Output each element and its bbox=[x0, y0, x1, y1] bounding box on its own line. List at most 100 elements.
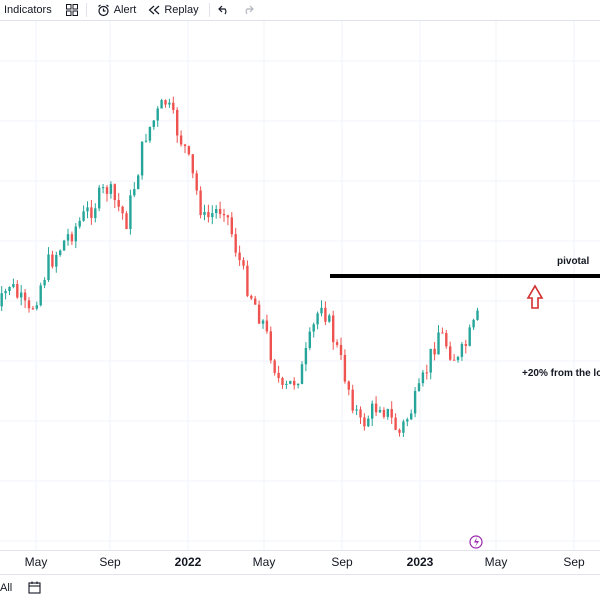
candle-body bbox=[378, 410, 382, 413]
candle bbox=[226, 214, 230, 226]
candle-body bbox=[417, 383, 421, 392]
candle bbox=[421, 369, 425, 387]
candle-body bbox=[0, 293, 3, 307]
candle bbox=[39, 282, 42, 307]
candle-body bbox=[332, 315, 335, 343]
candle bbox=[390, 401, 393, 425]
candle bbox=[433, 342, 436, 361]
candle-body bbox=[125, 213, 128, 230]
candle bbox=[156, 106, 159, 127]
candle bbox=[125, 211, 128, 230]
candle-body bbox=[460, 344, 464, 357]
candle-body bbox=[441, 332, 444, 334]
candle bbox=[394, 413, 397, 431]
candle bbox=[410, 409, 413, 421]
candle-body bbox=[191, 154, 194, 174]
candle bbox=[105, 185, 109, 202]
candle bbox=[343, 349, 347, 384]
candle bbox=[20, 285, 23, 306]
redo-button[interactable] bbox=[236, 0, 260, 20]
candle-body bbox=[226, 215, 230, 218]
candle-body bbox=[316, 313, 319, 325]
candle bbox=[55, 251, 58, 273]
candle-body bbox=[66, 234, 70, 241]
range-all-button[interactable]: All bbox=[0, 582, 13, 594]
candle-body bbox=[62, 240, 66, 251]
candle bbox=[164, 99, 167, 108]
candle bbox=[0, 286, 3, 312]
candle bbox=[476, 307, 479, 321]
redo-icon bbox=[242, 5, 254, 15]
candle bbox=[199, 186, 202, 219]
candle bbox=[230, 212, 233, 238]
candle bbox=[12, 278, 15, 289]
indicators-button[interactable]: Indicators bbox=[0, 0, 58, 20]
candle-body bbox=[312, 324, 315, 332]
candle bbox=[27, 297, 31, 313]
candle bbox=[242, 257, 245, 270]
candle-body bbox=[121, 206, 124, 214]
event-marker[interactable] bbox=[469, 535, 483, 549]
bottom-toolbar: All bbox=[0, 574, 600, 601]
candle bbox=[452, 354, 456, 361]
candle bbox=[300, 361, 304, 385]
candle-body bbox=[160, 100, 163, 109]
candle-body bbox=[86, 207, 89, 212]
candle bbox=[460, 342, 464, 361]
calendar-icon[interactable] bbox=[28, 581, 41, 594]
candlestick-chart[interactable] bbox=[0, 21, 600, 550]
candle-body bbox=[250, 295, 253, 299]
candle bbox=[413, 387, 417, 418]
candle-body bbox=[140, 141, 144, 176]
candle bbox=[335, 339, 339, 348]
candle-body bbox=[371, 403, 374, 419]
candle bbox=[59, 249, 62, 257]
replay-button[interactable]: Replay bbox=[142, 0, 204, 20]
candle-body bbox=[78, 220, 81, 227]
time-axis[interactable]: May Sep 2022 May Sep 2023 May Sep bbox=[0, 550, 600, 575]
candle bbox=[367, 415, 370, 428]
candle-body bbox=[406, 419, 409, 422]
top-toolbar: Indicators Alert R bbox=[0, 0, 600, 21]
candle bbox=[257, 300, 261, 324]
candle-body bbox=[113, 184, 116, 201]
candle bbox=[168, 98, 171, 108]
candle-body bbox=[35, 305, 38, 309]
rewind-icon bbox=[148, 5, 160, 15]
candle bbox=[117, 193, 120, 212]
price-chart[interactable]: pivotal +20% from the lo bbox=[0, 21, 600, 550]
candle-body bbox=[12, 283, 15, 287]
candle bbox=[179, 130, 183, 147]
candle-body bbox=[4, 291, 7, 294]
candle-body bbox=[261, 320, 265, 324]
candle bbox=[74, 223, 77, 249]
candle bbox=[281, 376, 284, 389]
candle-body bbox=[281, 378, 284, 385]
axis-label-2023: 2023 bbox=[406, 555, 434, 569]
candle bbox=[374, 396, 378, 416]
candle-body bbox=[90, 207, 93, 218]
candle-body bbox=[203, 211, 206, 216]
gain-annotation: +20% from the lo bbox=[522, 368, 600, 379]
candle-body bbox=[152, 120, 155, 127]
candle bbox=[468, 324, 471, 347]
candle-body bbox=[109, 184, 113, 194]
candle-body bbox=[27, 300, 31, 309]
candle bbox=[35, 301, 38, 311]
candle bbox=[316, 311, 319, 330]
templates-button[interactable] bbox=[58, 0, 86, 20]
alert-button[interactable]: Alert bbox=[87, 0, 143, 20]
candle-body bbox=[285, 383, 288, 385]
candle-body bbox=[238, 252, 241, 261]
candle-body bbox=[51, 254, 54, 267]
axis-label-may-2023: May bbox=[484, 555, 508, 569]
candle-body bbox=[211, 213, 214, 218]
candle bbox=[441, 327, 444, 334]
candle bbox=[148, 126, 152, 143]
undo-button[interactable] bbox=[210, 0, 236, 20]
candle-body bbox=[382, 410, 386, 417]
candle bbox=[285, 380, 288, 390]
candle-body bbox=[324, 307, 327, 322]
alarm-clock-icon bbox=[97, 4, 110, 17]
candle-body bbox=[144, 140, 148, 142]
